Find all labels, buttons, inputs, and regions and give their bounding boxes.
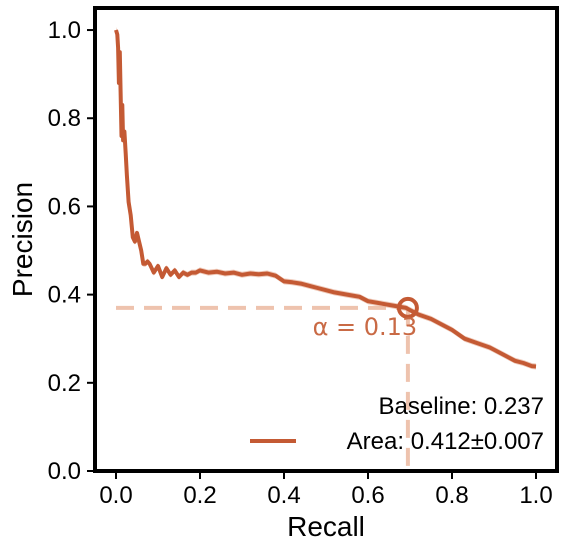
y-tick-label: 0.8 — [48, 105, 81, 132]
y-tick-label: 0.0 — [48, 458, 81, 485]
alpha-annotation: α = 0.13 — [313, 313, 418, 341]
legend-area-label: Area: 0.412±0.007 — [347, 428, 544, 455]
y-tick-label: 0.6 — [48, 193, 81, 220]
x-tick-label: 0.8 — [435, 482, 468, 509]
legend-baseline-label: Baseline: 0.237 — [379, 393, 544, 420]
y-tick-label: 0.2 — [48, 370, 81, 397]
y-axis-title: Precision — [7, 182, 38, 297]
x-tick-label: 0.4 — [267, 482, 300, 509]
y-tick-label: 0.4 — [48, 282, 81, 309]
ticks-layer: 0.0 0.2 0.4 0.6 0.8 1.0 0.0 0.2 0.4 0.6 0.8 1.0 — [48, 17, 553, 509]
plot-layer — [114, 27, 537, 471]
plot-frame — [93, 6, 559, 473]
x-tick-label: 1.0 — [519, 482, 552, 509]
x-tick-label: 0.6 — [351, 482, 384, 509]
x-axis-title: Recall — [287, 511, 365, 542]
x-tick-label: 0.0 — [99, 482, 132, 509]
threshold-marker — [396, 296, 419, 319]
pr-curve-line — [114, 29, 537, 369]
y-tick-label: 1.0 — [48, 17, 81, 44]
x-tick-label: 0.2 — [183, 482, 216, 509]
